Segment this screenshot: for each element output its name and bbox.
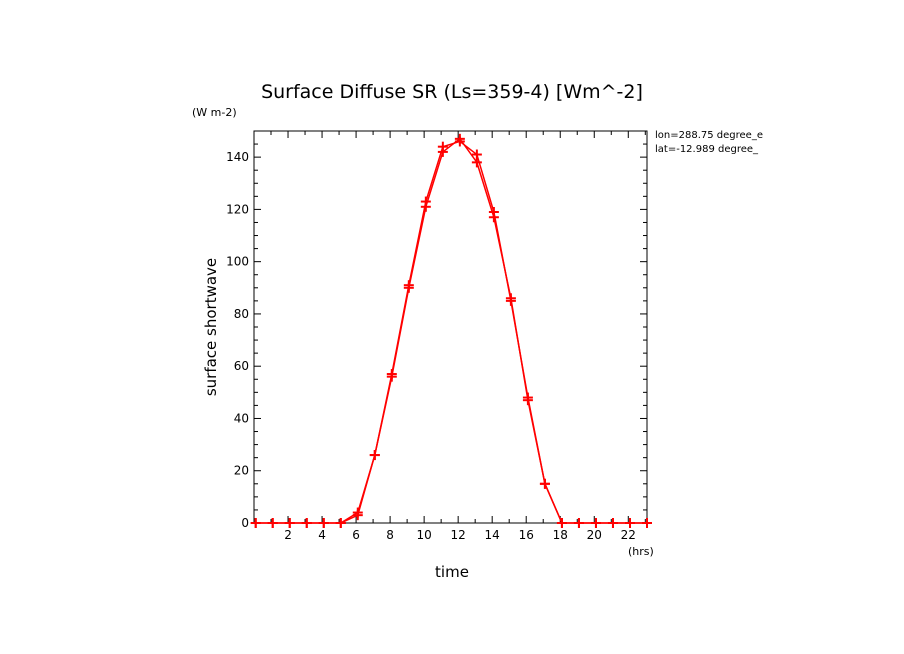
x-tick-label: 6 (352, 528, 360, 542)
data-point-marker (624, 518, 635, 528)
x-axis-label: time (435, 563, 469, 581)
y-tick-label: 140 (226, 150, 249, 164)
data-point-marker (556, 518, 567, 528)
y-tick-label: 120 (226, 202, 249, 216)
data-point-marker (437, 141, 448, 152)
x-tick-label: 22 (621, 528, 636, 542)
lat-annotation: lat=-12.989 degree_ (655, 144, 759, 155)
y-units-label: (W m-2) (192, 106, 237, 119)
data-point-marker (607, 518, 618, 528)
y-axis-tick-labels: 0 20 40 60 80 100 120 140 (226, 150, 249, 530)
data-point-marker (573, 518, 584, 528)
y-tick-label: 80 (234, 307, 249, 321)
y-tick-label: 40 (234, 411, 249, 425)
data-point-marker (590, 518, 601, 528)
data-point-marker (454, 136, 465, 147)
x-tick-label: 2 (284, 528, 292, 542)
chart-title: Surface Diffuse SR (Ls=359-4) [Wm^-2] (261, 81, 643, 103)
x-tick-label: 10 (416, 528, 431, 542)
series-line-alt (255, 140, 647, 524)
data-point-marker (488, 207, 499, 218)
data-point-marker (642, 518, 652, 528)
x-tick-label: 16 (519, 528, 534, 542)
data-point-marker (267, 518, 278, 528)
data-point-marker (301, 518, 312, 528)
data-point-marker (420, 196, 431, 207)
data-point-marker (352, 507, 363, 518)
data-point-marker (318, 518, 329, 528)
x-tick-label: 4 (318, 528, 326, 542)
x-units-label: (hrs) (628, 545, 654, 558)
y-tick-label: 20 (234, 464, 249, 478)
data-point-marker (250, 518, 261, 528)
x-tick-label: 14 (485, 528, 500, 542)
data-point-marker (284, 518, 295, 528)
data-point-marker (403, 280, 414, 291)
x-tick-label: 20 (587, 528, 602, 542)
data-point-marker (471, 149, 482, 160)
data-point-marker (335, 518, 346, 528)
x-tick-label: 8 (386, 528, 394, 542)
x-tick-label: 12 (451, 528, 466, 542)
y-axis-ticks (254, 143, 647, 511)
data-point-marker (505, 295, 516, 306)
data-point-marker (369, 450, 380, 461)
x-axis-tick-labels: 2 4 6 8 10 12 14 16 18 20 22 (284, 528, 636, 542)
y-tick-label: 60 (234, 359, 249, 373)
data-point-marker (522, 392, 533, 403)
x-tick-label: 18 (553, 528, 568, 542)
data-point-marker (539, 478, 550, 489)
x-axis-ticks (270, 131, 646, 523)
lon-annotation: lon=288.75 degree_e (655, 130, 763, 141)
series-layer (250, 133, 652, 528)
data-point-marker (386, 369, 397, 380)
series-line (255, 137, 647, 524)
y-axis-label: surface shortwave (202, 258, 220, 396)
y-tick-label: 0 (241, 516, 249, 530)
y-tick-label: 100 (226, 255, 249, 269)
plot-frame (253, 130, 648, 524)
